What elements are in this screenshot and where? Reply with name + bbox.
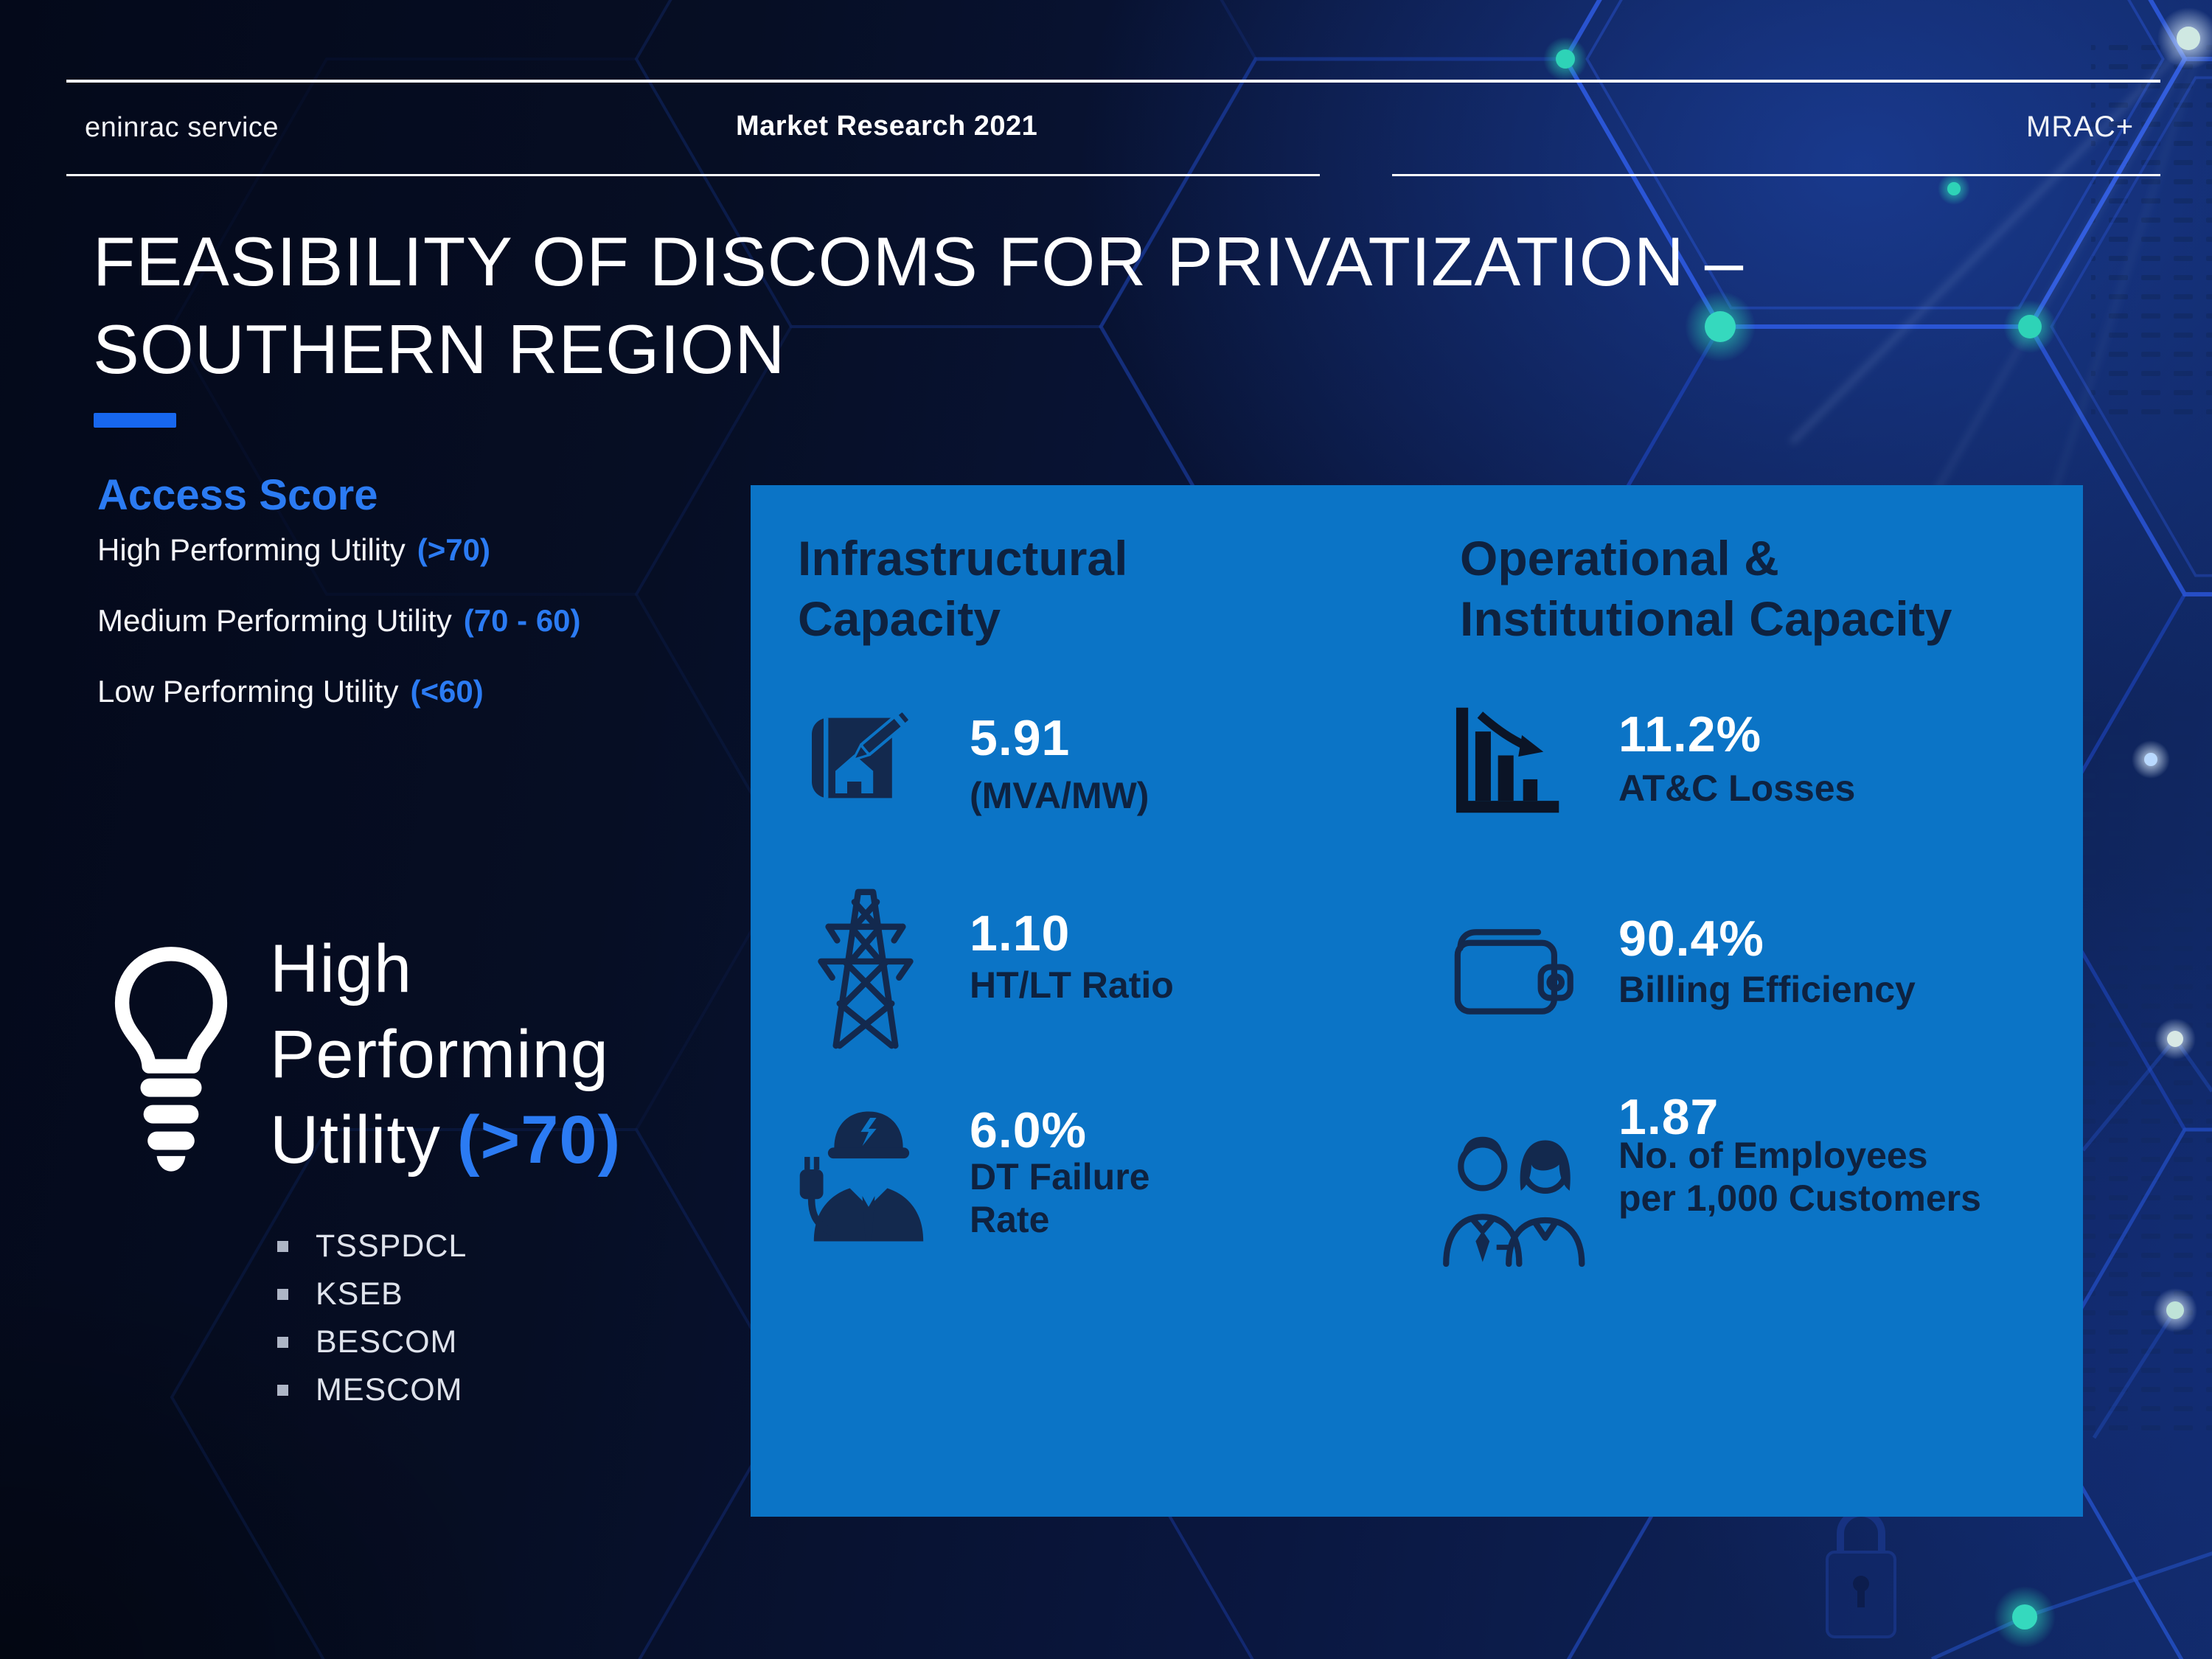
metric-value: 1.87 bbox=[1618, 1089, 1719, 1145]
legend-range: (>70) bbox=[417, 532, 491, 567]
metric-label: Billing Efficiency bbox=[1618, 969, 1916, 1010]
metric-label: AT&C Losses bbox=[1618, 768, 1856, 809]
utility-name: MESCOM bbox=[316, 1371, 463, 1408]
legend-range: (70 - 60) bbox=[463, 603, 581, 638]
list-item: MESCOM bbox=[277, 1369, 463, 1411]
bullet-square-icon bbox=[277, 1240, 288, 1252]
metric-label-line: Rate bbox=[970, 1199, 1050, 1240]
metric-label-line: No. of Employees bbox=[1618, 1135, 1928, 1176]
legend-row-low: Low Performing Utility (<60) bbox=[97, 674, 484, 709]
employees-icon bbox=[1430, 1107, 1604, 1284]
bullet-square-icon bbox=[277, 1384, 288, 1396]
highlight-title: High Performing Utility (>70) bbox=[270, 926, 621, 1183]
blueprint-house-pencil-icon bbox=[800, 699, 918, 817]
electrician-icon bbox=[790, 1091, 947, 1248]
wallet-icon bbox=[1441, 901, 1576, 1041]
declining-bar-chart-icon bbox=[1447, 700, 1566, 820]
page-title-line1: FEASIBILITY OF DISCOMS FOR PRIVATIZATION… bbox=[93, 223, 1745, 300]
highlight-line1: High bbox=[270, 931, 413, 1006]
header-title: Market Research 2021 bbox=[736, 111, 1038, 142]
metric-value: 11.2% bbox=[1618, 706, 1762, 762]
legend-label: Low Performing Utility bbox=[97, 674, 399, 709]
metric-value: 5.91 bbox=[970, 710, 1071, 766]
bullet-square-icon bbox=[277, 1288, 288, 1300]
brand-right: MRAC+ bbox=[2026, 111, 2135, 143]
page-title: FEASIBILITY OF DISCOMS FOR PRIVATIZATION… bbox=[93, 218, 1744, 393]
highlight-line3-word: Utility bbox=[270, 1102, 441, 1178]
utility-name: BESCOM bbox=[316, 1324, 458, 1360]
legend-range: (<60) bbox=[410, 674, 484, 709]
heading-line: Operational & bbox=[1460, 531, 1779, 585]
header-bottom-rule-left bbox=[66, 174, 1320, 176]
infrastructural-heading: Infrastructural Capacity bbox=[798, 528, 1127, 649]
bullet-square-icon bbox=[277, 1336, 288, 1348]
metric-value: 1.10 bbox=[970, 905, 1071, 961]
utility-name: KSEB bbox=[316, 1276, 403, 1312]
glow-node-icon bbox=[1543, 7, 2212, 1648]
metric-label: No. of Employees per 1,000 Customers bbox=[1618, 1134, 1981, 1220]
capacity-panel: Infrastructural Capacity 5.91 (MVA/MW) bbox=[751, 485, 2083, 1517]
header-bottom-rule-right bbox=[1392, 174, 2160, 176]
metric-value: 90.4% bbox=[1618, 911, 1764, 967]
highlight-line3: Utility (>70) bbox=[270, 1097, 621, 1183]
list-item: TSSPDCL bbox=[277, 1225, 467, 1267]
metric-label: DT Failure Rate bbox=[970, 1155, 1150, 1241]
legend-row-high: High Performing Utility (>70) bbox=[97, 532, 490, 568]
metric-label-line: per 1,000 Customers bbox=[1618, 1178, 1981, 1219]
legend-row-medium: Medium Performing Utility (70 - 60) bbox=[97, 603, 581, 639]
utility-name: TSSPDCL bbox=[316, 1228, 467, 1264]
list-item: BESCOM bbox=[277, 1321, 457, 1363]
title-accent-dash bbox=[94, 413, 176, 428]
highlight-line2: Performing bbox=[270, 1017, 609, 1092]
metric-label: (MVA/MW) bbox=[970, 775, 1150, 816]
legend-label: Medium Performing Utility bbox=[97, 603, 452, 638]
transmission-tower-icon bbox=[804, 883, 928, 1054]
circuit-texture bbox=[2091, 44, 2212, 428]
operational-heading: Operational & Institutional Capacity bbox=[1460, 528, 1952, 649]
lightbulb-icon bbox=[93, 944, 249, 1172]
header-top-rule bbox=[66, 80, 2160, 83]
access-score-heading: Access Score bbox=[97, 471, 378, 519]
highlight-range: (>70) bbox=[456, 1102, 622, 1178]
heading-line: Institutional Capacity bbox=[1460, 591, 1952, 646]
page-title-line2: SOUTHERN REGION bbox=[93, 310, 786, 388]
metric-value: 6.0% bbox=[970, 1102, 1087, 1158]
legend-label: High Performing Utility bbox=[97, 532, 406, 567]
brand-left: eninrac service bbox=[85, 112, 279, 143]
heading-line: Capacity bbox=[798, 591, 1001, 646]
list-item: KSEB bbox=[277, 1273, 403, 1315]
metric-label-line: DT Failure bbox=[970, 1156, 1150, 1197]
metric-label: HT/LT Ratio bbox=[970, 964, 1174, 1006]
heading-line: Infrastructural bbox=[798, 531, 1128, 585]
